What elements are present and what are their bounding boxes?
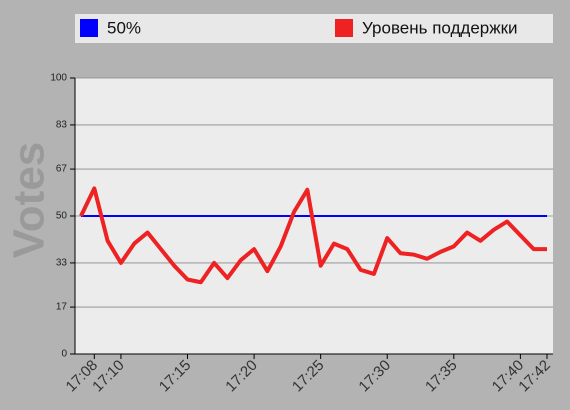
y-tick-label: 83 bbox=[56, 120, 68, 131]
legend-label: 50% bbox=[107, 18, 141, 37]
y-tick-label: 50 bbox=[56, 211, 68, 222]
y-tick-label: 67 bbox=[56, 164, 68, 175]
legend-box bbox=[75, 14, 553, 43]
y-axis-label: Votes bbox=[5, 142, 54, 259]
y-tick-label: 17 bbox=[56, 302, 68, 313]
legend-label: Уровень поддержки bbox=[362, 18, 518, 37]
series-line bbox=[79, 186, 548, 285]
y-tick-label: 0 bbox=[61, 349, 67, 360]
legend-swatch bbox=[80, 19, 98, 37]
y-tick-label: 100 bbox=[50, 73, 67, 84]
y-tick-label: 33 bbox=[56, 258, 68, 269]
legend-swatch bbox=[335, 19, 353, 37]
